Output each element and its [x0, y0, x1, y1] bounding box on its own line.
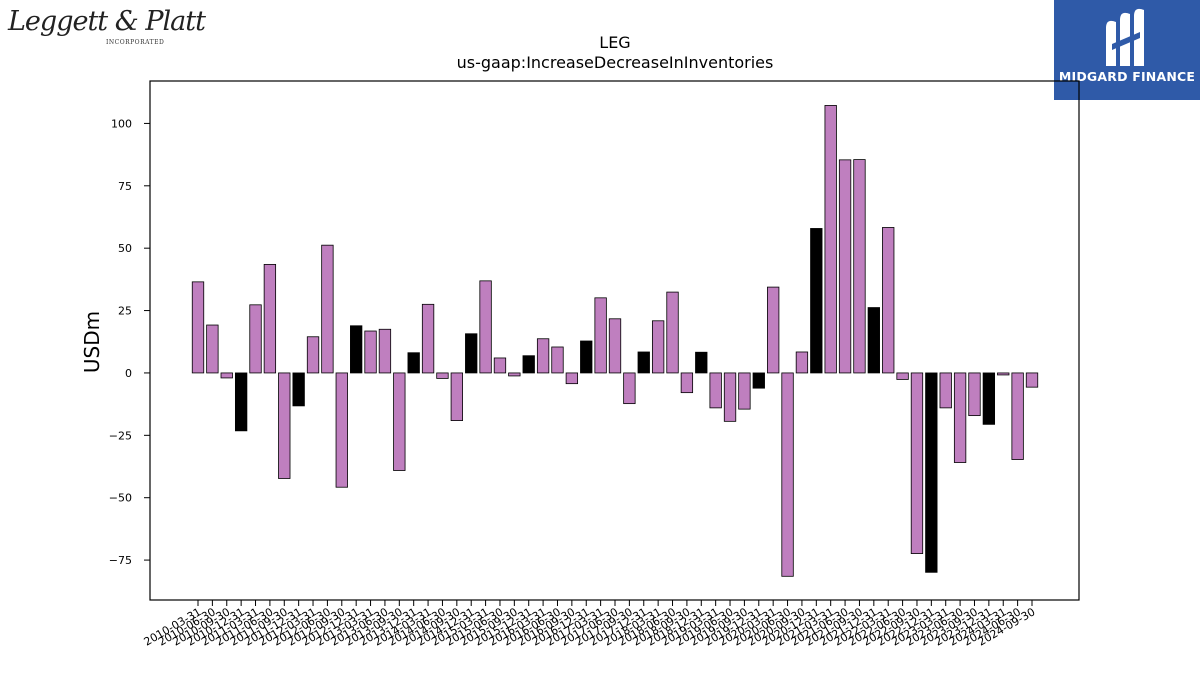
- bar-2023-12-31: [982, 372, 996, 425]
- bar-2018-09-30: [680, 372, 694, 394]
- y-axis-label: USDm: [80, 311, 104, 373]
- bar-2015-03-31: [479, 280, 492, 374]
- y-tick-label: 75: [118, 180, 132, 193]
- bar-2011-12-31: [292, 372, 305, 407]
- bar-2024-09-30: [1025, 372, 1039, 388]
- bar-2014-09-30: [450, 372, 463, 422]
- bar-2012-12-31: [350, 325, 363, 374]
- leggett-platt-logo: Leggett & Platt INCORPORATED: [6, 4, 206, 48]
- bar-2019-06-30: [723, 372, 737, 422]
- bar-2020-06-30: [781, 372, 794, 577]
- chart-title: LEG: [599, 33, 630, 52]
- bar-2010-12-31: [234, 372, 248, 432]
- bar-2023-09-30: [968, 372, 981, 417]
- bar-2024-03-31: [997, 372, 1010, 376]
- bar-2019-03-31: [709, 372, 722, 409]
- bar-2022-03-31: [882, 227, 895, 374]
- bar-2018-03-31: [651, 320, 665, 374]
- bar-2016-12-31: [580, 340, 593, 374]
- bar-2018-12-31: [695, 351, 708, 374]
- y-tick-label: 0: [125, 367, 132, 380]
- bar-2022-09-30: [910, 372, 924, 554]
- midgard-emblem-icon: [1106, 8, 1144, 66]
- bar-2017-12-31: [637, 351, 650, 374]
- bar-2013-12-31: [407, 352, 420, 374]
- bar-2021-03-31: [824, 105, 837, 374]
- bar-2022-12-31: [925, 372, 938, 573]
- y-tick-label: −75: [109, 554, 132, 567]
- bar-2016-03-31: [536, 338, 550, 374]
- plot-frame: [149, 80, 1080, 601]
- bar-2012-03-31: [306, 336, 320, 374]
- midgard-finance-logo: MIDGARD FINANCE: [1054, 0, 1200, 100]
- bar-2015-06-30: [493, 357, 507, 374]
- y-tick-label: 25: [118, 305, 132, 318]
- bar-2017-06-30: [608, 318, 622, 374]
- bar-2012-06-30: [321, 244, 334, 374]
- bar-2011-03-31: [249, 304, 262, 374]
- midgard-finance-name: MIDGARD FINANCE: [1058, 69, 1196, 84]
- bar-2021-12-31: [867, 307, 880, 374]
- bar-2013-09-30: [393, 372, 406, 471]
- leggett-platt-subtext: INCORPORATED: [106, 39, 165, 46]
- bar-2014-03-31: [421, 303, 435, 374]
- bar-2010-06-30: [206, 324, 219, 374]
- y-tick-label: 100: [111, 117, 132, 130]
- bar-2019-09-30: [738, 372, 751, 410]
- bar-2015-09-30: [508, 372, 521, 377]
- bar-2011-06-30: [263, 263, 277, 374]
- bar-2010-03-31: [191, 281, 205, 374]
- bars-group: [191, 105, 1039, 577]
- bar-2021-09-30: [853, 159, 866, 374]
- bar-2016-09-30: [565, 372, 579, 385]
- bar-2014-12-31: [465, 333, 478, 374]
- y-axis: −75 −50 −25 0 25 50 75 100: [109, 117, 150, 567]
- bar-2020-12-31: [810, 228, 823, 374]
- y-tick-label: 50: [118, 242, 132, 255]
- bar-2020-09-30: [795, 351, 809, 374]
- bar-2020-03-31: [767, 286, 780, 374]
- bar-2017-09-30: [623, 372, 636, 405]
- bar-2015-12-31: [522, 355, 535, 374]
- bar-2014-06-30: [436, 372, 449, 379]
- bar-2024-06-30: [1011, 372, 1024, 460]
- bar-2013-03-31: [364, 330, 377, 374]
- bar-2017-03-31: [594, 297, 607, 374]
- bar-2010-09-30: [220, 372, 233, 379]
- bar-2023-06-30: [953, 372, 967, 463]
- y-tick-label: −50: [109, 492, 132, 505]
- chart-subtitle: us-gaap:IncreaseDecreaseInInventories: [457, 53, 774, 72]
- bar-2016-06-30: [551, 346, 564, 374]
- leggett-platt-wordmark: Leggett & Platt: [8, 6, 206, 37]
- bar-2023-03-31: [939, 372, 952, 409]
- bar-2019-12-31: [752, 372, 765, 389]
- bar-2011-09-30: [278, 372, 291, 479]
- x-axis: 2010-03-312010-06-302010-09-302010-12-31…: [142, 600, 1038, 649]
- bar-2021-06-30: [838, 159, 852, 374]
- bar-2012-09-30: [335, 372, 348, 488]
- bar-2013-06-30: [378, 328, 392, 374]
- bar-2018-06-30: [666, 291, 679, 374]
- y-tick-label: −25: [109, 429, 132, 442]
- bar-2022-06-30: [896, 372, 909, 380]
